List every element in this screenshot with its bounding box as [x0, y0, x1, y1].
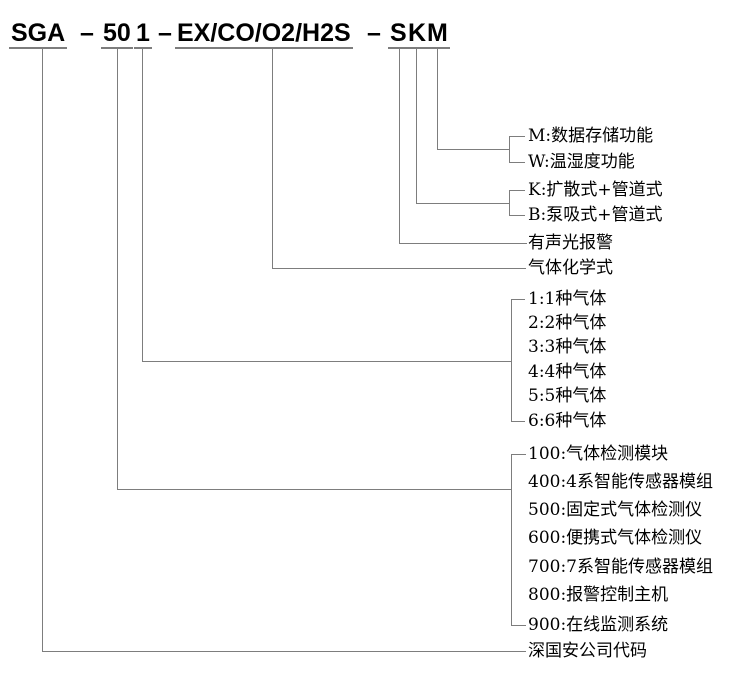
connector-series-major-vertical — [117, 49, 118, 489]
bracket-kb-stub-top — [509, 190, 525, 191]
connector-option-m-vertical — [437, 49, 438, 149]
connector-formula-horizontal — [272, 268, 526, 269]
bracket-series-vertical — [511, 454, 512, 626]
label-series-600: 600:便携式气体检测仪 — [528, 528, 703, 548]
bracket-mw-stub-top — [509, 136, 525, 137]
label-series-700: 700:7系智能传感器模组 — [528, 557, 713, 577]
code-option-s: S — [388, 19, 409, 49]
bracket-gas-stub-top — [511, 299, 525, 300]
bracket-mw-stub-bottom — [509, 162, 525, 163]
bracket-mw-vertical — [509, 136, 510, 163]
code-dash-2: – — [158, 19, 172, 47]
code-prefix: SGA — [9, 19, 68, 49]
label-option-w: W:温湿度功能 — [528, 152, 635, 172]
label-option-b: B:泵吸式+管道式 — [528, 205, 663, 225]
connector-series-minor-vertical — [142, 49, 143, 361]
bracket-kb-vertical — [509, 190, 510, 216]
code-option-m: M — [425, 19, 450, 49]
label-series-500: 500:固定式气体检测仪 — [528, 500, 703, 520]
code-series-major: 50 — [101, 19, 133, 49]
label-option-k: K:扩散式+管道式 — [528, 180, 663, 200]
label-gas-count-3: 3:3种气体 — [528, 337, 607, 357]
label-gas-count-2: 2:2种气体 — [528, 313, 607, 333]
connector-formula-vertical — [272, 49, 273, 268]
label-series-800: 800:报警控制主机 — [528, 585, 669, 605]
label-series-100: 100:气体检测模块 — [528, 444, 669, 464]
code-dash-1: – — [80, 19, 94, 47]
label-gas-count-5: 5:5种气体 — [528, 386, 607, 406]
label-series-400: 400:4系智能传感器模组 — [528, 472, 713, 492]
label-option-m: M:数据存储功能 — [528, 126, 654, 146]
connector-prefix-horizontal — [42, 651, 526, 652]
code-gas-formula: EX/CO/O2/H2S — [175, 19, 353, 49]
code-dash-3: – — [367, 19, 381, 47]
connector-option-k-horizontal — [416, 203, 509, 204]
bracket-gas-stub-bottom — [511, 421, 525, 422]
label-series-900: 900:在线监测系统 — [528, 615, 669, 635]
label-gas-count-1: 1:1种气体 — [528, 289, 607, 309]
connector-series-minor-horizontal — [142, 361, 511, 362]
bracket-kb-stub-bottom — [509, 215, 525, 216]
connector-prefix-vertical — [42, 49, 43, 651]
connector-series-major-horizontal — [117, 489, 511, 490]
connector-option-k-vertical — [416, 49, 417, 203]
label-company-code: 深国安公司代码 — [528, 641, 647, 661]
label-gas-count-6: 6:6种气体 — [528, 411, 607, 431]
label-formula: 气体化学式 — [528, 258, 613, 278]
bracket-gas-vertical — [511, 299, 512, 422]
label-gas-count-4: 4:4种气体 — [528, 362, 607, 382]
code-series-minor: 1 — [134, 19, 152, 49]
bracket-series-stub-top — [511, 454, 526, 455]
connector-option-s-vertical — [399, 49, 400, 243]
bracket-series-stub-bottom — [511, 625, 526, 626]
label-alarm: 有声光报警 — [528, 233, 613, 253]
connector-option-m-horizontal — [437, 149, 509, 150]
code-option-k: K — [406, 19, 429, 49]
connector-option-s-horizontal — [399, 243, 527, 244]
